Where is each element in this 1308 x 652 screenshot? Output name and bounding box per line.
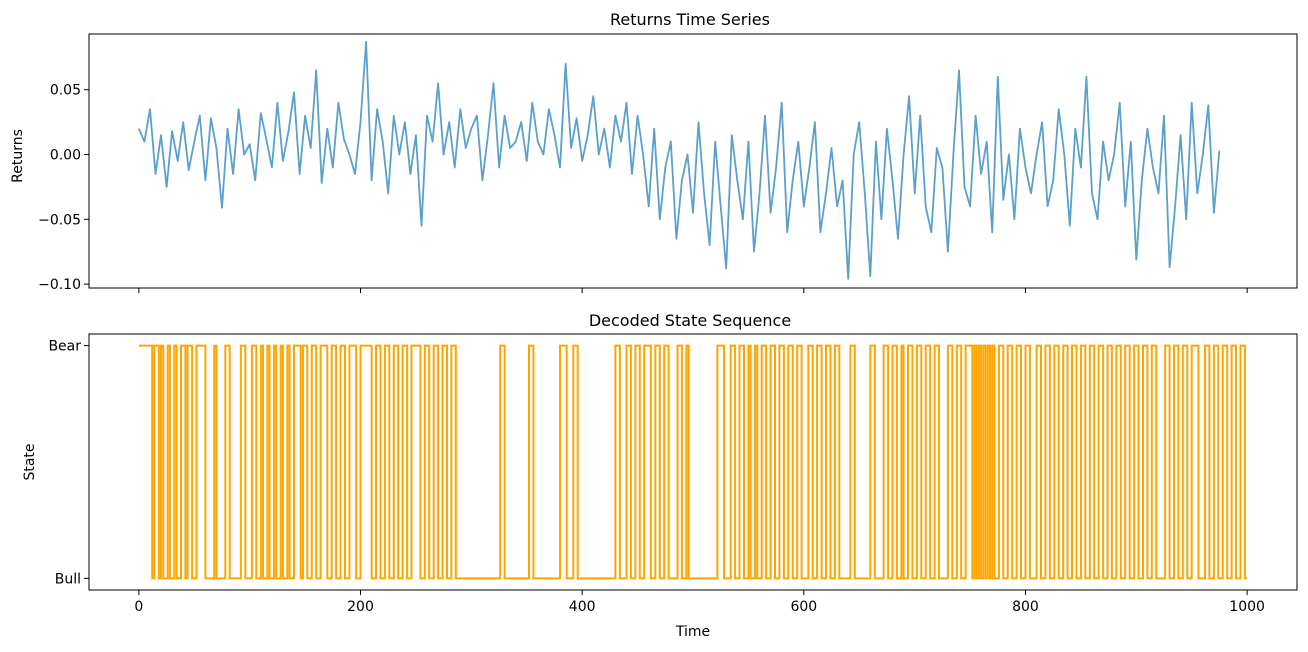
state-yticks: Bull Bear [48, 339, 89, 587]
state-line [138, 344, 1248, 580]
state-xticks: 0 200 400 600 800 1000 [134, 590, 1265, 615]
xtick-label: 200 [347, 599, 374, 615]
ytick-label: 0.05 [50, 83, 81, 99]
state-title: Decoded State Sequence [589, 311, 791, 330]
returns-axes: Returns Time Series Returns −0.10 −0.05 0.… [10, 10, 1298, 293]
xtick-label: 1000 [1229, 599, 1265, 615]
xtick-label: 400 [569, 599, 596, 615]
returns-line [138, 40, 1221, 280]
xtick-label: 0 [134, 599, 143, 615]
returns-frame [88, 33, 1298, 289]
ytick-label: Bear [48, 339, 81, 355]
state-frame [88, 333, 1298, 591]
xtick-label: 800 [1012, 599, 1039, 615]
state-axes: Decoded State Sequence State Time Bull Be… [22, 311, 1298, 640]
returns-plot-area [138, 40, 1221, 280]
state-ylabel: State [22, 443, 38, 480]
ytick-label: −0.10 [38, 277, 81, 293]
ytick-label: −0.05 [38, 212, 81, 228]
state-plot-area [138, 344, 1248, 580]
returns-ylabel: Returns [10, 129, 26, 183]
returns-yticks: −0.10 −0.05 0.00 0.05 [38, 83, 89, 293]
returns-title: Returns Time Series [610, 10, 770, 29]
ytick-label: 0.00 [50, 148, 81, 164]
state-xlabel: Time [675, 624, 710, 640]
returns-xticks [138, 288, 1248, 293]
xtick-label: 600 [790, 599, 817, 615]
ytick-label: Bull [55, 571, 81, 587]
